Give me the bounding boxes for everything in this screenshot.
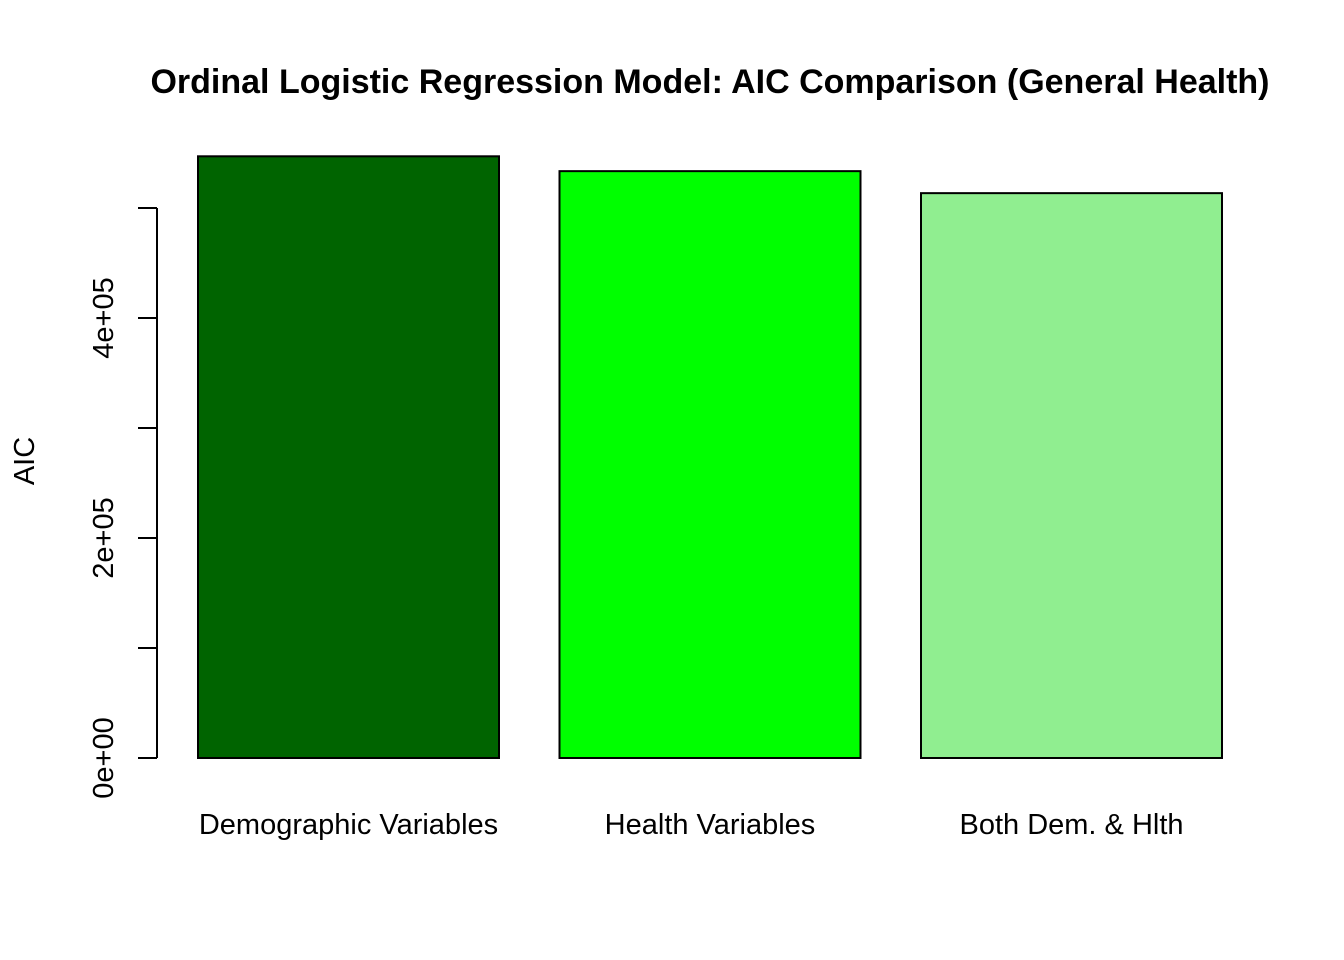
bar-2 bbox=[558, 170, 862, 759]
category-label-3: Both Dem. & Hlth bbox=[959, 809, 1183, 841]
y-tick-label-1: 0e+00 bbox=[88, 717, 120, 798]
bar-1 bbox=[197, 155, 500, 760]
category-labels: Demographic Variables Health Variables Bot… bbox=[199, 809, 1184, 841]
chart-title: Ordinal Logistic Regression Model: AIC C… bbox=[150, 63, 1269, 101]
bars-group bbox=[197, 155, 1223, 760]
y-tick-label-2: 2e+05 bbox=[88, 497, 120, 578]
bar-3 bbox=[920, 192, 1223, 759]
category-label-2: Health Variables bbox=[605, 809, 816, 841]
y-tick-label-3: 4e+05 bbox=[88, 277, 120, 358]
y-axis: 0e+00 2e+05 4e+05 bbox=[88, 207, 158, 799]
category-label-1: Demographic Variables bbox=[199, 809, 498, 841]
y-axis-label: AIC bbox=[9, 437, 41, 485]
